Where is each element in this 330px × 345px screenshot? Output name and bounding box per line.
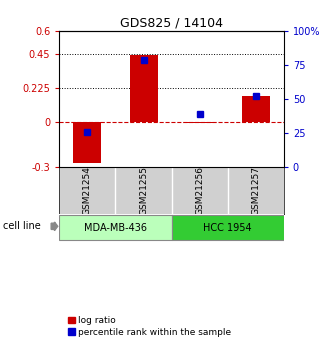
Bar: [172, 215, 284, 240]
Text: HCC 1954: HCC 1954: [203, 223, 252, 233]
Bar: [73, 122, 102, 162]
Text: cell line: cell line: [3, 221, 41, 231]
Legend: log ratio, percentile rank within the sample: log ratio, percentile rank within the sa…: [64, 313, 235, 341]
Text: GSM21256: GSM21256: [195, 166, 204, 215]
Text: GSM21254: GSM21254: [83, 166, 92, 215]
Bar: [242, 96, 270, 122]
Text: GSM21257: GSM21257: [251, 166, 260, 215]
Bar: [185, 122, 214, 123]
Bar: [59, 215, 172, 240]
Text: MDA-MB-436: MDA-MB-436: [84, 223, 147, 233]
Bar: [129, 55, 157, 122]
Text: GSM21255: GSM21255: [139, 166, 148, 215]
Title: GDS825 / 14104: GDS825 / 14104: [120, 17, 223, 30]
